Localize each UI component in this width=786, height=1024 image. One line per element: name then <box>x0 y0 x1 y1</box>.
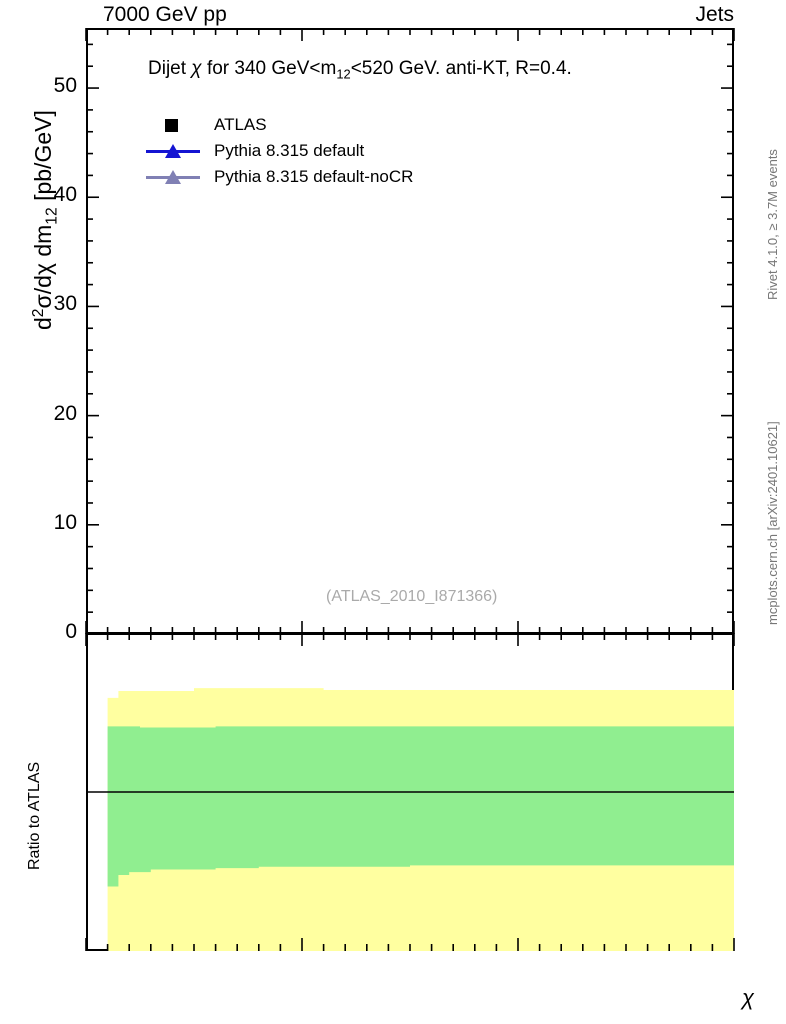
main-y-tick-label-10: 10 <box>53 510 77 534</box>
main-y-tick-label-30: 30 <box>53 292 77 316</box>
legend-label-atlas: ATLAS <box>214 115 267 134</box>
main-y-tick-label-20: 20 <box>53 401 77 425</box>
main-y-tick-label-0: 0 <box>65 620 77 643</box>
ratio-inner-uncertainty-band <box>107 726 734 887</box>
legend-entry-pythia-nocr: Pythia 8.315 default-noCR <box>146 164 413 190</box>
legend-key-pythia-default <box>146 141 200 161</box>
title-part-2: for 340 GeV<m <box>201 58 337 79</box>
legend: ATLAS Pythia 8.315 default Pythia 8.315 … <box>146 112 413 190</box>
main-plot-frame <box>86 28 734 634</box>
triangle-marker-icon <box>165 144 181 158</box>
legend-key-pythia-nocr <box>146 167 200 187</box>
legend-label-pythia-default: Pythia 8.315 default <box>214 141 365 160</box>
square-marker-icon <box>165 119 178 132</box>
title-mass-subscript: 12 <box>336 66 351 82</box>
legend-entry-atlas: ATLAS <box>146 112 413 138</box>
title-part-3: <520 GeV. anti-KT, R=0.4. <box>350 58 572 79</box>
header-analysis-label: Jets <box>695 3 734 26</box>
legend-key-atlas <box>146 115 200 135</box>
main-y-tick-label-40: 40 <box>53 183 77 207</box>
title-part-1: Dijet <box>148 58 192 79</box>
analysis-id-watermark: (ATLAS_2010_I871366) <box>326 588 498 605</box>
legend-entry-pythia-default: Pythia 8.315 default <box>146 138 413 164</box>
x-axis-label: χ <box>742 985 755 1010</box>
header-beam-label: 7000 GeV pp <box>103 3 227 26</box>
title-chi-symbol: χ <box>191 58 202 79</box>
triangle-marker-icon <box>165 170 181 184</box>
plot-title: Dijet χ for 340 GeV<m12<520 GeV. anti-KT… <box>148 58 572 82</box>
main-y-tick-label-50: 50 <box>53 74 77 98</box>
legend-label-pythia-nocr: Pythia 8.315 default-noCR <box>214 167 414 186</box>
